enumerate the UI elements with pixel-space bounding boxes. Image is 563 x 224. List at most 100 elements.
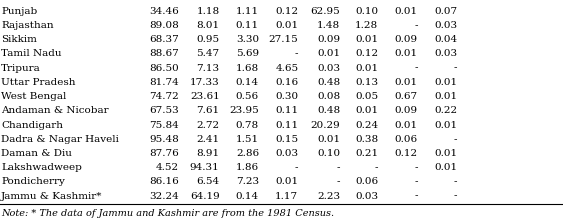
Text: 0.01: 0.01 — [275, 177, 298, 186]
Text: 0.01: 0.01 — [434, 78, 457, 87]
Text: 1.51: 1.51 — [236, 135, 259, 144]
Text: 4.52: 4.52 — [156, 163, 179, 172]
Text: 0.07: 0.07 — [434, 7, 457, 16]
Text: 74.72: 74.72 — [149, 92, 179, 101]
Text: 0.12: 0.12 — [275, 7, 298, 16]
Text: 32.24: 32.24 — [149, 192, 179, 201]
Text: 62.95: 62.95 — [310, 7, 340, 16]
Text: -: - — [414, 163, 418, 172]
Text: 1.17: 1.17 — [275, 192, 298, 201]
Text: -: - — [454, 135, 457, 144]
Text: Punjab: Punjab — [1, 7, 37, 16]
Text: 5.69: 5.69 — [236, 50, 259, 58]
Text: Rajasthan: Rajasthan — [1, 21, 53, 30]
Text: 0.09: 0.09 — [395, 35, 418, 44]
Text: 20.29: 20.29 — [310, 121, 340, 129]
Text: 0.05: 0.05 — [355, 92, 378, 101]
Text: 0.56: 0.56 — [236, 92, 259, 101]
Text: West Bengal: West Bengal — [1, 92, 66, 101]
Text: -: - — [454, 64, 457, 73]
Text: 5.47: 5.47 — [196, 50, 220, 58]
Text: 23.95: 23.95 — [229, 106, 259, 115]
Text: 1.18: 1.18 — [196, 7, 220, 16]
Text: 0.01: 0.01 — [434, 121, 457, 129]
Text: Sikkim: Sikkim — [1, 35, 37, 44]
Text: 0.11: 0.11 — [275, 121, 298, 129]
Text: 86.50: 86.50 — [149, 64, 179, 73]
Text: Daman & Diu: Daman & Diu — [1, 149, 72, 158]
Text: 0.14: 0.14 — [236, 192, 259, 201]
Text: -: - — [454, 192, 457, 201]
Text: 0.22: 0.22 — [434, 106, 457, 115]
Text: -: - — [414, 21, 418, 30]
Text: Tripura: Tripura — [1, 64, 41, 73]
Text: 23.61: 23.61 — [190, 92, 220, 101]
Text: 0.48: 0.48 — [317, 78, 340, 87]
Text: 1.68: 1.68 — [236, 64, 259, 73]
Text: Chandigarh: Chandigarh — [1, 121, 63, 129]
Text: -: - — [454, 177, 457, 186]
Text: 0.01: 0.01 — [395, 78, 418, 87]
Text: 0.48: 0.48 — [317, 106, 340, 115]
Text: 0.01: 0.01 — [355, 64, 378, 73]
Text: 0.01: 0.01 — [395, 7, 418, 16]
Text: 0.06: 0.06 — [395, 135, 418, 144]
Text: -: - — [337, 177, 340, 186]
Text: Jammu & Kashmir*: Jammu & Kashmir* — [1, 192, 102, 201]
Text: 67.53: 67.53 — [149, 106, 179, 115]
Text: 17.33: 17.33 — [190, 78, 220, 87]
Text: 0.78: 0.78 — [236, 121, 259, 129]
Text: -: - — [295, 50, 298, 58]
Text: 0.03: 0.03 — [434, 50, 457, 58]
Text: -: - — [414, 177, 418, 186]
Text: Tamil Nadu: Tamil Nadu — [1, 50, 61, 58]
Text: 81.74: 81.74 — [149, 78, 179, 87]
Text: 2.41: 2.41 — [196, 135, 220, 144]
Text: 0.38: 0.38 — [355, 135, 378, 144]
Text: 87.76: 87.76 — [149, 149, 179, 158]
Text: -: - — [337, 163, 340, 172]
Text: Note: * The data of Jammu and Kashmir are from the 1981 Census.: Note: * The data of Jammu and Kashmir ar… — [1, 209, 334, 218]
Text: 0.01: 0.01 — [434, 149, 457, 158]
Text: 0.01: 0.01 — [275, 21, 298, 30]
Text: 0.03: 0.03 — [355, 192, 378, 201]
Text: Andaman & Nicobar: Andaman & Nicobar — [1, 106, 109, 115]
Text: 7.13: 7.13 — [196, 64, 220, 73]
Text: 7.61: 7.61 — [196, 106, 220, 115]
Text: 2.23: 2.23 — [317, 192, 340, 201]
Text: 0.16: 0.16 — [275, 78, 298, 87]
Text: 4.65: 4.65 — [275, 64, 298, 73]
Text: 0.01: 0.01 — [434, 163, 457, 172]
Text: 0.03: 0.03 — [275, 149, 298, 158]
Text: -: - — [375, 163, 378, 172]
Text: 8.01: 8.01 — [196, 21, 220, 30]
Text: 64.19: 64.19 — [190, 192, 220, 201]
Text: 0.14: 0.14 — [236, 78, 259, 87]
Text: 0.67: 0.67 — [395, 92, 418, 101]
Text: 0.08: 0.08 — [317, 92, 340, 101]
Text: 0.01: 0.01 — [355, 35, 378, 44]
Text: 0.30: 0.30 — [275, 92, 298, 101]
Text: 1.48: 1.48 — [317, 21, 340, 30]
Text: 86.16: 86.16 — [149, 177, 179, 186]
Text: 0.10: 0.10 — [317, 149, 340, 158]
Text: 8.91: 8.91 — [196, 149, 220, 158]
Text: 3.30: 3.30 — [236, 35, 259, 44]
Text: 75.84: 75.84 — [149, 121, 179, 129]
Text: 0.12: 0.12 — [355, 50, 378, 58]
Text: 0.12: 0.12 — [395, 149, 418, 158]
Text: 0.21: 0.21 — [355, 149, 378, 158]
Text: 0.10: 0.10 — [355, 7, 378, 16]
Text: 0.11: 0.11 — [275, 106, 298, 115]
Text: Uttar Pradesh: Uttar Pradesh — [1, 78, 75, 87]
Text: 0.01: 0.01 — [317, 50, 340, 58]
Text: 1.11: 1.11 — [236, 7, 259, 16]
Text: 34.46: 34.46 — [149, 7, 179, 16]
Text: 0.01: 0.01 — [395, 121, 418, 129]
Text: 0.15: 0.15 — [275, 135, 298, 144]
Text: 0.03: 0.03 — [434, 21, 457, 30]
Text: 89.08: 89.08 — [149, 21, 179, 30]
Text: 94.31: 94.31 — [190, 163, 220, 172]
Text: 0.95: 0.95 — [196, 35, 220, 44]
Text: 1.86: 1.86 — [236, 163, 259, 172]
